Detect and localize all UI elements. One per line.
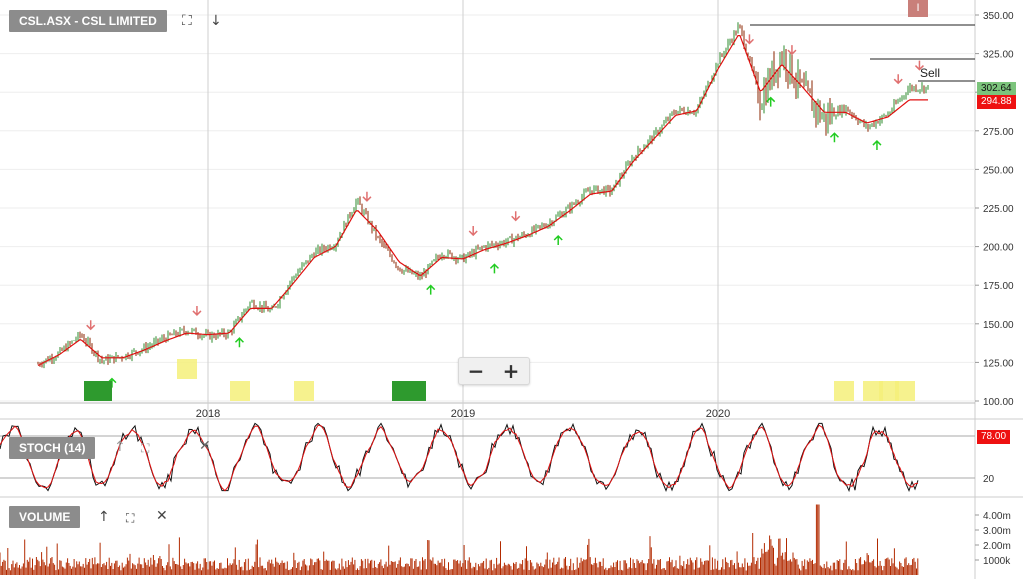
note-marker	[863, 381, 883, 401]
zoom-controls: − +	[458, 357, 530, 385]
zoom-out-button[interactable]: −	[467, 359, 485, 383]
price-bars	[37, 22, 929, 369]
y-tick-label: 275.00	[983, 127, 1014, 138]
buy-arrow	[872, 139, 882, 151]
sell-arrow	[511, 211, 521, 222]
sell-arrow	[468, 226, 478, 237]
annotations: Sell	[84, 24, 975, 401]
signal-marker	[84, 381, 112, 401]
note-marker	[177, 359, 197, 379]
stoch-tick-label: 20	[983, 474, 995, 485]
y-tick-label: 175.00	[983, 281, 1014, 292]
sell-arrow	[744, 34, 754, 45]
note-marker	[895, 381, 915, 401]
y-tick-label: 150.00	[983, 320, 1014, 331]
zoom-in-button[interactable]: +	[502, 359, 520, 383]
sell-arrow	[893, 74, 903, 85]
info-badge[interactable]: I	[908, 0, 928, 17]
stoch-d-line	[0, 424, 919, 492]
volume-label[interactable]: VOLUME	[9, 506, 81, 528]
signal-marker	[392, 381, 426, 401]
volume-tick-label: 1000k	[983, 556, 1011, 567]
sell-arrow	[914, 60, 924, 71]
buy-arrow	[766, 96, 776, 107]
volume-tick-label: 3.00m	[983, 526, 1011, 537]
volume-tick-label: 4.00m	[983, 511, 1011, 522]
sell-label: Sell	[920, 66, 940, 80]
current-price-tag: 302.64	[977, 82, 1016, 96]
note-marker	[879, 381, 899, 401]
expand-icon[interactable]: ⛶	[141, 441, 150, 455]
sell-arrow	[787, 45, 797, 56]
buy-arrow	[489, 263, 499, 274]
sell-arrow	[86, 320, 96, 331]
note-marker	[834, 381, 854, 401]
stoch-value-tag: 78.00	[977, 430, 1011, 444]
note-marker	[230, 381, 250, 401]
stoch-lines	[0, 422, 975, 493]
ma-line	[37, 34, 928, 367]
x-tick-label: 2018	[196, 408, 220, 420]
stoch-label[interactable]: STOCH (14)	[9, 437, 96, 459]
arrow-up-icon[interactable]: ↑	[98, 509, 110, 525]
sell-arrow	[362, 191, 372, 202]
chart-title[interactable]: CSL.ASX - CSL LIMITED	[9, 10, 167, 32]
expand-icon[interactable]: ⛶	[182, 13, 192, 29]
y-tick-label: 225.00	[983, 204, 1014, 215]
close-icon[interactable]: ✕	[156, 508, 168, 524]
y-tick-label: 100.00	[983, 397, 1014, 408]
ma-price-tag: 294.88	[977, 95, 1016, 109]
close-icon[interactable]: ✕	[199, 438, 211, 454]
buy-arrow	[234, 337, 244, 348]
note-marker	[294, 381, 314, 401]
y-tick-label: 325.00	[983, 50, 1014, 61]
arrow-down-icon[interactable]: ↓	[210, 13, 222, 29]
buy-arrow	[553, 234, 563, 246]
buy-arrow	[426, 284, 436, 295]
stoch-k-line	[0, 422, 919, 493]
volume-bars	[0, 504, 919, 575]
y-tick-label: 350.00	[983, 11, 1014, 22]
y-tick-label: 125.00	[983, 358, 1014, 369]
arrow-up-icon[interactable]: ↑	[114, 439, 126, 455]
expand-icon[interactable]: ⛶	[126, 511, 135, 525]
y-tick-label: 250.00	[983, 165, 1014, 176]
y-tick-label: 200.00	[983, 243, 1014, 254]
sell-arrow	[192, 305, 202, 317]
x-tick-label: 2020	[706, 408, 730, 420]
volume-tick-label: 2.00m	[983, 541, 1011, 552]
buy-arrow	[829, 132, 839, 143]
x-tick-label: 2019	[451, 408, 475, 420]
moving-average	[37, 34, 928, 367]
